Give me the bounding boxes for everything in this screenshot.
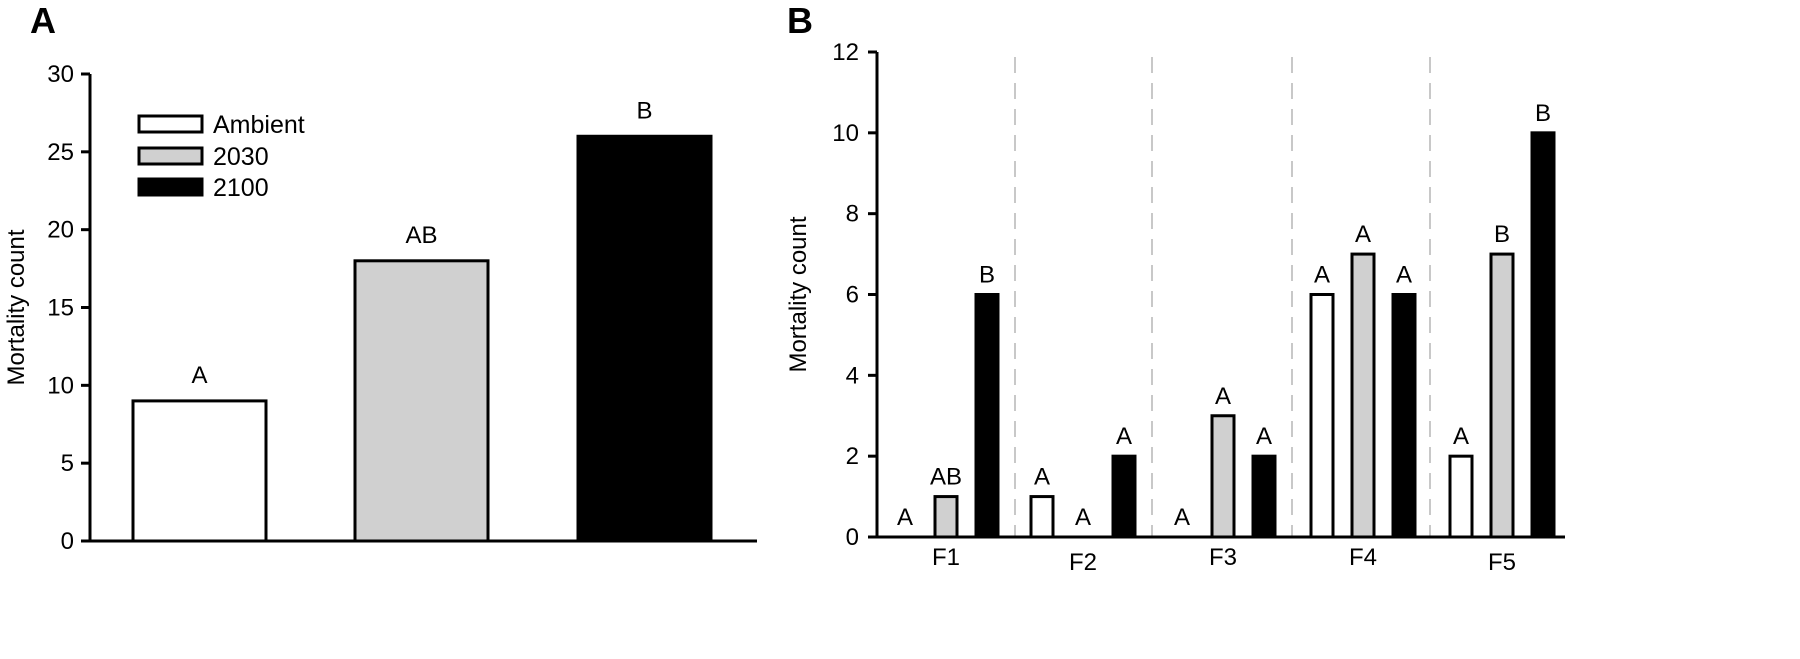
panel-a-y-axis-title: Mortality count (3, 229, 30, 385)
panel-b-bar-label: A (897, 504, 913, 531)
panel-b-y-tick-label: 12 (832, 39, 859, 66)
legend-label: 2100 (213, 174, 269, 202)
panel-a-bar-2030 (353, 259, 490, 543)
panel-a-bar-ambient (131, 399, 268, 543)
panel-a-y-tick-label: 25 (47, 139, 74, 166)
panel-b-bar-label: A (1034, 464, 1050, 491)
panel-b-y-tick-label: 0 (846, 524, 859, 551)
panel-b-bar (933, 495, 959, 539)
panel-b-bar-label: A (1075, 504, 1091, 531)
panel-b-y-axis-title: Mortality count (785, 216, 812, 372)
panel-b-bar-label: A (1174, 504, 1190, 531)
panel-b-bar-label: A (1215, 383, 1231, 410)
legend-swatch-2030 (137, 146, 204, 166)
panel-b-category-label: F4 (1349, 544, 1377, 571)
panel-a-letter: A (30, 0, 56, 41)
panel-b-y-tick-label: 4 (846, 362, 859, 389)
panel-a-y-tick-label: 15 (47, 295, 74, 322)
panel-b-bar (1350, 252, 1376, 539)
panel-b-letter: B (787, 0, 813, 41)
legend-label: 2030 (213, 143, 269, 171)
panel-b-bar-label: A (1396, 262, 1412, 289)
panel-a-bar-label: AB (405, 222, 437, 249)
panel-b-bar (1029, 495, 1055, 539)
panel-b-category-label: F2 (1069, 549, 1097, 576)
panel-b-bar-label: AB (930, 464, 962, 491)
panel-b-bar (1309, 293, 1335, 539)
panel-b-y-tick-label: 10 (832, 120, 859, 147)
panel-a-y-tick-label: 5 (61, 450, 74, 477)
panel-b-y-tick-label: 2 (846, 443, 859, 470)
panel-b-bar-label: B (1494, 221, 1510, 248)
legend-swatch-2100 (137, 177, 204, 197)
panel-b-bar-label: A (1116, 423, 1132, 450)
panel-b-bar-label: A (1355, 221, 1371, 248)
panel-b-bar (1489, 252, 1515, 539)
panel-a-y-tick-label: 20 (47, 217, 74, 244)
panel-a-bar-2100 (576, 134, 713, 543)
panel-b-category-label: F5 (1488, 549, 1516, 576)
panel-a-bar-label: B (636, 97, 652, 124)
panel-b-bar (1448, 454, 1474, 539)
panel-b-category-label: F1 (932, 544, 960, 571)
panel-b-bar (1391, 293, 1417, 539)
legend-swatch-ambient (137, 114, 204, 134)
panel-a-y-tick-label: 30 (47, 61, 74, 88)
panel-b-bar (1111, 454, 1137, 539)
panel-a-y-tick-label: 10 (47, 372, 74, 399)
panel-b-bar (974, 293, 1000, 539)
panel-b-bar-label: A (1314, 262, 1330, 289)
panel-b-y-tick-label: 6 (846, 282, 859, 309)
panel-b-bar-label: B (979, 262, 995, 289)
panel-b-bar (1251, 454, 1277, 539)
panel-b-bar (1530, 131, 1556, 539)
panel-b-bar-label: A (1256, 423, 1272, 450)
panel-b-category-label: F3 (1209, 544, 1237, 571)
panel-b-bar-label: B (1535, 100, 1551, 127)
panel-b-bar (1210, 414, 1236, 539)
panel-a-y-tick-label: 0 (61, 528, 74, 555)
panel-b-bar-label: A (1453, 423, 1469, 450)
panel-a-bar-label: A (191, 362, 207, 389)
panel-b-y-tick-label: 8 (846, 201, 859, 228)
legend-label: Ambient (213, 111, 305, 139)
